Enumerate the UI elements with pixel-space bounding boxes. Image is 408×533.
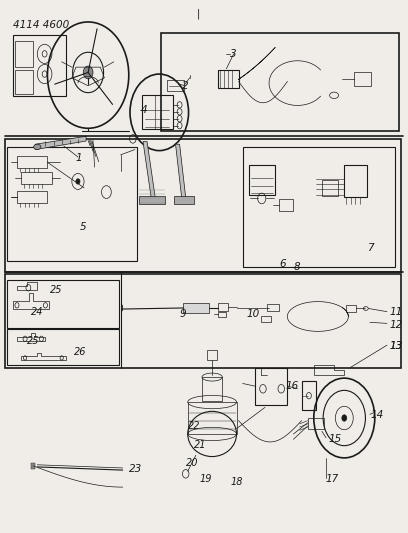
Bar bbox=[7, 280, 119, 328]
Bar bbox=[218, 70, 239, 88]
Bar bbox=[188, 402, 237, 434]
Bar bbox=[207, 350, 217, 360]
Text: 23: 23 bbox=[129, 464, 142, 473]
Text: 8: 8 bbox=[293, 262, 300, 271]
Text: |: | bbox=[196, 9, 200, 19]
Bar bbox=[5, 139, 401, 272]
Bar bbox=[183, 303, 209, 313]
Text: 10: 10 bbox=[247, 309, 260, 319]
Bar bbox=[322, 180, 338, 196]
Text: 13: 13 bbox=[389, 341, 402, 351]
Bar bbox=[255, 368, 287, 405]
Text: 25: 25 bbox=[49, 286, 62, 295]
Text: 22: 22 bbox=[188, 421, 200, 431]
Text: 2: 2 bbox=[182, 81, 188, 91]
Bar bbox=[167, 80, 184, 91]
Bar bbox=[355, 72, 371, 86]
Text: 13: 13 bbox=[389, 341, 402, 351]
Text: 20: 20 bbox=[186, 458, 198, 468]
Text: 21: 21 bbox=[194, 440, 206, 450]
Ellipse shape bbox=[33, 144, 41, 150]
Polygon shape bbox=[122, 305, 123, 311]
Bar bbox=[344, 165, 367, 197]
Circle shape bbox=[83, 66, 93, 79]
Bar bbox=[5, 274, 401, 368]
Bar bbox=[13, 35, 66, 96]
Bar bbox=[279, 199, 293, 211]
Text: 11: 11 bbox=[389, 306, 402, 317]
Text: 1: 1 bbox=[76, 152, 82, 163]
Bar bbox=[249, 165, 275, 195]
Text: 4114 4600: 4114 4600 bbox=[13, 20, 69, 30]
Text: 14: 14 bbox=[371, 410, 384, 421]
Polygon shape bbox=[175, 144, 186, 197]
Polygon shape bbox=[35, 136, 86, 150]
Text: 16: 16 bbox=[285, 381, 299, 391]
Circle shape bbox=[342, 415, 347, 421]
Text: 26: 26 bbox=[74, 346, 86, 357]
Text: 5: 5 bbox=[80, 222, 86, 232]
Bar bbox=[7, 329, 119, 365]
Text: 19: 19 bbox=[200, 474, 213, 484]
Bar bbox=[202, 377, 222, 401]
Text: 7: 7 bbox=[367, 243, 373, 253]
Text: 17: 17 bbox=[326, 474, 339, 484]
Text: 24: 24 bbox=[31, 306, 44, 317]
Bar bbox=[7, 147, 137, 261]
Bar bbox=[161, 33, 399, 131]
Bar bbox=[21, 172, 51, 184]
Bar bbox=[15, 70, 33, 94]
Bar bbox=[267, 304, 279, 311]
Bar bbox=[346, 305, 357, 312]
Bar bbox=[218, 303, 228, 311]
Text: 15: 15 bbox=[328, 434, 341, 445]
Text: 3: 3 bbox=[231, 49, 237, 59]
Bar bbox=[17, 191, 47, 203]
Bar bbox=[302, 381, 316, 410]
Bar bbox=[142, 95, 173, 130]
Bar bbox=[243, 147, 395, 266]
Text: 25: 25 bbox=[27, 336, 40, 346]
Bar bbox=[17, 157, 47, 168]
Polygon shape bbox=[31, 463, 35, 469]
Bar bbox=[173, 196, 194, 204]
Text: 6: 6 bbox=[279, 259, 286, 269]
Bar bbox=[139, 196, 165, 204]
Text: 18: 18 bbox=[231, 477, 243, 487]
Bar bbox=[15, 41, 33, 67]
Text: 9: 9 bbox=[180, 309, 186, 319]
Text: 4: 4 bbox=[141, 104, 148, 115]
Polygon shape bbox=[143, 142, 155, 197]
Bar bbox=[308, 418, 324, 429]
Text: 12: 12 bbox=[389, 320, 402, 330]
Bar bbox=[261, 316, 271, 322]
Circle shape bbox=[76, 179, 80, 184]
Bar bbox=[218, 312, 226, 317]
